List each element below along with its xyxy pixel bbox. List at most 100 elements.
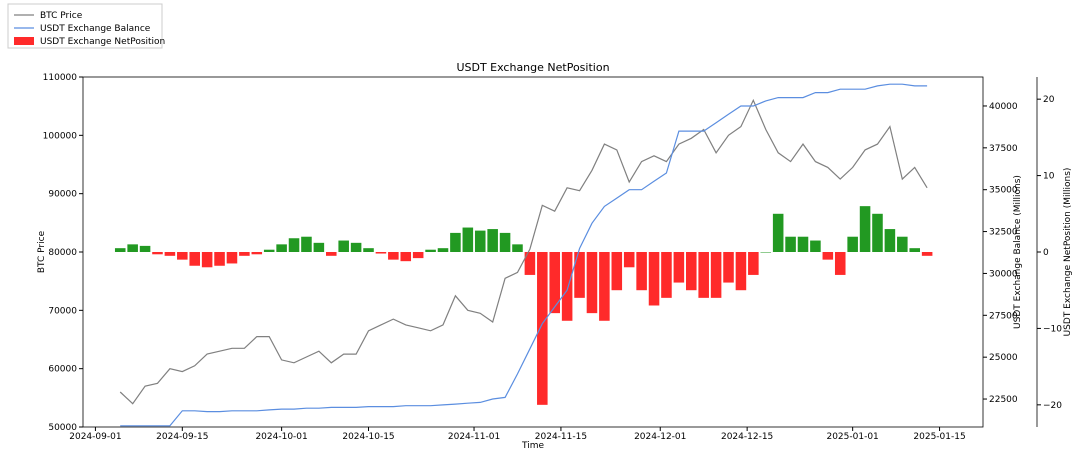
bar (834, 252, 846, 275)
bar (412, 252, 424, 259)
x-tick-label: 2024-09-15 (156, 432, 208, 442)
y-tick-label: 100000 (43, 131, 78, 141)
bar (189, 252, 200, 266)
bar (350, 242, 362, 252)
bar (797, 236, 809, 252)
y-tick-label: 60000 (48, 365, 77, 375)
bar (847, 236, 858, 252)
y2-tick-label: 40000 (989, 102, 1018, 112)
bar (201, 252, 213, 268)
bar (735, 252, 747, 291)
bar (785, 236, 796, 252)
bar (772, 213, 784, 252)
bar (263, 249, 275, 252)
y3-tick-label: −20 (1043, 401, 1062, 411)
y2-tick-label: 32500 (989, 228, 1018, 238)
bar (450, 232, 461, 252)
y-tick-label: 50000 (48, 423, 77, 433)
bar (623, 252, 635, 268)
bar (239, 252, 250, 256)
bar (636, 252, 647, 291)
bar (487, 229, 498, 252)
bar (760, 252, 772, 253)
y2-tick-label: 22500 (989, 395, 1018, 405)
bar (599, 252, 610, 321)
bar (164, 252, 176, 256)
bar (611, 252, 623, 291)
bar (561, 252, 573, 321)
line-series (120, 83, 928, 427)
y2-tick-label: 30000 (989, 269, 1018, 279)
y-tick-label: 80000 (48, 248, 77, 258)
x-tick-label: 2024-11-15 (535, 432, 587, 442)
x-tick-label: 2024-12-01 (634, 432, 686, 442)
bar (512, 244, 523, 252)
bar (388, 252, 399, 260)
bar (288, 238, 300, 252)
bar (139, 245, 151, 252)
y3-tick-label: 20 (1043, 95, 1055, 105)
y3-tick-label: 10 (1043, 172, 1055, 182)
bar (748, 252, 759, 275)
bar (301, 236, 312, 252)
bar (909, 248, 920, 252)
bar (723, 252, 734, 283)
x-tick-label: 2024-09-01 (69, 432, 121, 442)
y3-tick-label: 0 (1043, 248, 1049, 258)
y-tick-label: 70000 (48, 306, 77, 316)
bar (462, 227, 474, 252)
x-tick-label: 2024-12-15 (721, 432, 773, 442)
bar (921, 252, 933, 256)
y2-tick-label: 27500 (989, 311, 1018, 321)
bar (872, 213, 883, 252)
legend-swatch (14, 37, 34, 45)
bar (375, 252, 387, 254)
bar (673, 252, 685, 283)
y3-tick-label: −10 (1043, 324, 1062, 334)
chart-title: USDT Exchange NetPosition (456, 61, 609, 74)
bar (524, 252, 536, 275)
y-tick-label: 110000 (43, 73, 78, 83)
y-axis-label: BTC Price (37, 230, 47, 273)
bar (425, 249, 436, 252)
y2-tick-label: 37500 (989, 144, 1018, 154)
y3-axis-label: USDT Exchange NetPosition (Millions) (1063, 168, 1073, 337)
bar (152, 252, 163, 255)
y2-tick-label: 35000 (989, 186, 1018, 196)
legend-label: USDT Exchange Balance (40, 24, 151, 34)
x-axis-label: Time (521, 441, 544, 451)
x-tick-label: 2025-01-15 (913, 432, 965, 442)
bar (537, 252, 548, 405)
bar (698, 252, 709, 298)
bar (884, 229, 896, 252)
x-tick-label: 2024-10-01 (255, 432, 307, 442)
bar (859, 206, 871, 252)
bar (686, 252, 697, 291)
bar (251, 252, 263, 255)
x-tick-label: 2024-11-01 (448, 432, 500, 442)
x-tick-label: 2024-10-15 (342, 432, 394, 442)
bar (897, 236, 908, 252)
bar (574, 252, 585, 298)
y-tick-label: 90000 (48, 190, 77, 200)
bar (437, 248, 449, 252)
bar (810, 240, 821, 252)
bar (586, 252, 598, 314)
bar (338, 240, 349, 252)
y2-axis-label: USDT Exchange Balance (Millions) (1013, 175, 1023, 329)
bar (499, 232, 511, 252)
bar (549, 252, 560, 314)
bar (127, 244, 138, 252)
bar (326, 252, 337, 256)
line-series (119, 98, 928, 405)
legend-label: BTC Price (40, 11, 83, 21)
bar (400, 252, 412, 262)
bar (474, 230, 486, 252)
bar (710, 252, 722, 298)
bar (661, 252, 672, 298)
bar (114, 248, 126, 252)
bar (276, 244, 287, 252)
y2-tick-label: 25000 (989, 353, 1018, 363)
